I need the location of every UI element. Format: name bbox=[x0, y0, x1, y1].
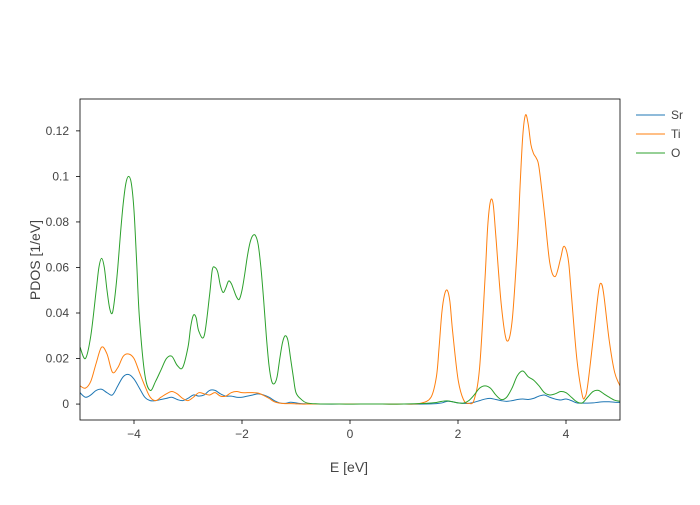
legend-label: Ti bbox=[671, 127, 681, 141]
series-line-sr bbox=[80, 373, 620, 405]
y-tick-label: 0.04 bbox=[46, 306, 70, 320]
plot-frame bbox=[79, 98, 621, 421]
y-tick-label: 0.08 bbox=[46, 215, 70, 229]
legend-label: O bbox=[671, 146, 680, 160]
series-line-o bbox=[80, 175, 620, 405]
axes-layer: −4 −2 0 2 4 0 0.02 0.04 0.06 0.08 0.1 0.12 bbox=[46, 98, 621, 441]
y-tick-label: 0.1 bbox=[52, 169, 69, 183]
legend[interactable]: Sr Ti O bbox=[636, 108, 683, 160]
y-tick-label: 0 bbox=[62, 397, 69, 411]
x-tick-label: −2 bbox=[235, 427, 249, 441]
legend-item-sr[interactable]: Sr bbox=[636, 108, 683, 122]
y-tick-label: 0.02 bbox=[46, 352, 70, 366]
legend-item-ti[interactable]: Ti bbox=[636, 127, 681, 141]
x-tick-label: −4 bbox=[127, 427, 141, 441]
legend-label: Sr bbox=[671, 108, 683, 122]
x-tick-label: 0 bbox=[347, 427, 354, 441]
x-tick-label: 2 bbox=[455, 427, 462, 441]
series-layer bbox=[80, 114, 620, 405]
x-tick-label: 4 bbox=[563, 427, 570, 441]
y-axis-label: PDOS [1/eV] bbox=[27, 220, 43, 300]
series-line-ti bbox=[80, 114, 620, 405]
legend-item-o[interactable]: O bbox=[636, 146, 680, 160]
y-tick-label: 0.06 bbox=[46, 260, 70, 274]
x-axis-label: E [eV] bbox=[330, 459, 368, 475]
y-tick-label: 0.12 bbox=[46, 124, 70, 138]
